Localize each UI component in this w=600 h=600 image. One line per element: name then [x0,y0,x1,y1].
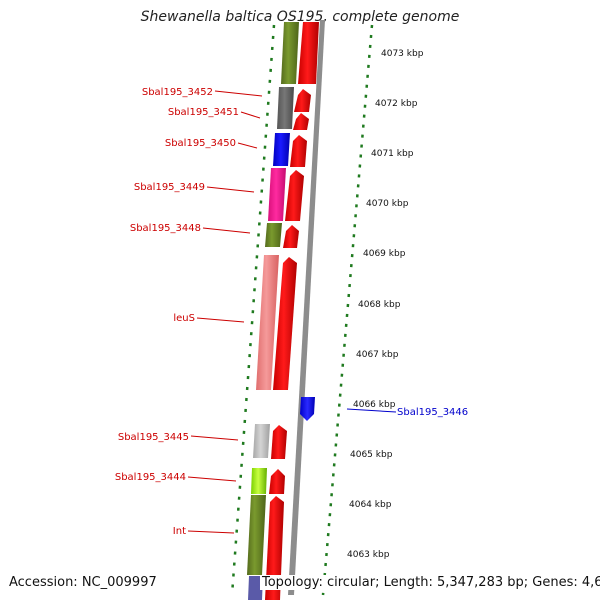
label-leader-line [240,111,261,119]
gene-label: Sbal195_3446 [397,407,468,418]
category-block [281,22,299,84]
gene-label: Int [173,526,186,537]
label-leader-line [187,530,235,534]
left-gene-labels: Sbal195_3452 Sbal195_3451 Sbal195_3450 S… [115,87,263,537]
category-block [273,133,290,166]
gene-label: Sbal195_3450 [165,138,236,149]
map-title: Shewanella baltica OS195, complete genom… [140,9,460,25]
topology-text: Topology: circular; Length: 5,347,283 bp… [260,575,600,590]
category-block [253,424,270,458]
scale-label: 4066 kbp [353,400,396,410]
category-block [277,87,294,129]
scale-label: 4068 kbp [358,300,401,310]
label-leader-line [346,408,397,413]
forward-cds-arrow [265,496,284,600]
forward-cds-arrow [273,257,297,390]
label-leader-line [196,317,245,323]
gene-label: Sbal195_3445 [118,432,189,443]
scale-label: 4072 kbp [375,99,418,109]
label-leader-line [237,142,258,149]
category-block [247,495,266,575]
scale-label: 4065 kbp [350,450,393,460]
gene-label: Sbal195_3444 [115,472,186,483]
scale-label: 4070 kbp [366,199,409,209]
category-block [265,223,282,247]
scale-label: 4071 kbp [371,149,414,159]
scale-label: 4063 kbp [347,550,390,560]
label-leader-line [190,435,239,441]
scale-label: 4067 kbp [356,350,399,360]
category-track [247,22,299,600]
label-leader-line [214,90,263,97]
gene-label: Sbal195_3452 [142,87,213,98]
genome-backbone [288,20,325,595]
gene-label: leuS [173,313,195,324]
label-leader-line [202,227,251,234]
forward-cds-arrow [283,225,299,248]
forward-cds-arrow [290,135,307,167]
scale-label: 4069 kbp [363,249,406,259]
accession-text: Accession: NC_009997 [9,575,157,590]
gene-label: Sbal195_3451 [168,107,239,118]
forward-cds-arrow [269,469,285,494]
category-block [251,468,267,494]
category-block [268,168,286,221]
forward-cds-arrow [294,89,311,112]
category-block [256,255,279,390]
scale-label: 4064 kbp [349,500,392,510]
label-leader-line [187,476,237,482]
scale-label: 4073 kbp [381,49,424,59]
label-leader-line [206,186,255,193]
forward-cds-arrow [285,170,304,221]
gene-label: Sbal195_3448 [130,223,201,234]
gene-label: Sbal195_3449 [134,182,205,193]
forward-cds-track [265,22,319,600]
forward-cds-arrow [271,425,287,459]
forward-cds-arrow [298,22,319,84]
forward-cds-arrow [293,113,309,130]
reverse-cds-arrow [300,397,315,421]
category-block [248,576,263,600]
scale-labels: 4073 kbp 4072 kbp 4071 kbp 4070 kbp 4069… [347,49,424,560]
